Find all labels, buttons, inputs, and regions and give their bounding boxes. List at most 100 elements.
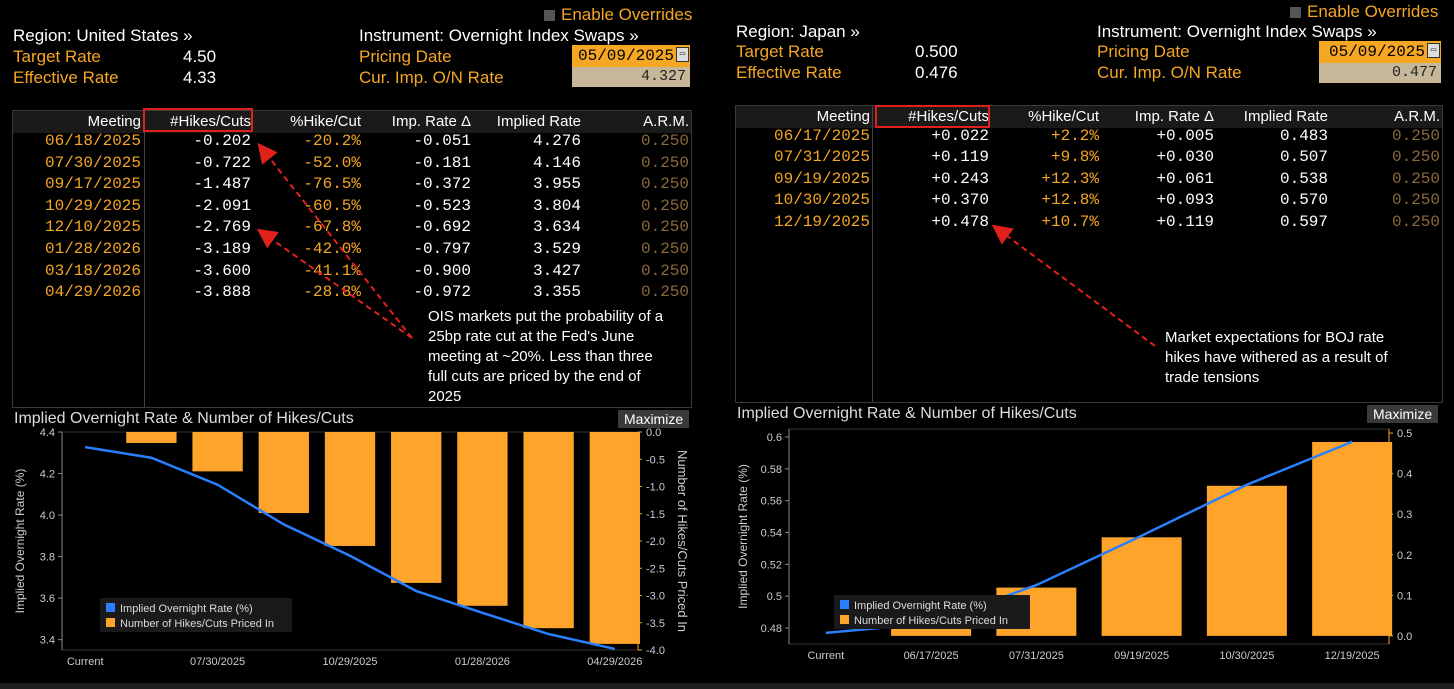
row-implied-rate: 4.146: [532, 153, 581, 172]
highlight-box: [875, 105, 990, 128]
jp-chart: 0.48 0.5 0.52 0.54 0.56 0.58 0.6 0.0 0.1 0.2 0.3 0.…: [736, 428, 1412, 662]
legend-label-bar: Number of Hikes/Cuts Priced In: [120, 618, 274, 630]
left-tick-label: 0.6: [767, 432, 782, 444]
maximize-button[interactable]: Maximize: [618, 410, 690, 428]
row-hikes-cuts: -1.487: [193, 175, 251, 194]
pricing-date-input[interactable]: 05/09/2025 ▭: [1319, 41, 1441, 63]
row-hikes-cuts: +0.119: [931, 148, 989, 167]
col-arm[interactable]: A.R.M.: [643, 113, 689, 130]
right-tick-label: 0.3: [1397, 509, 1412, 521]
legend: Implied Overnight Rate (%) Number of Hike…: [100, 598, 292, 632]
row-arm: 0.250: [640, 240, 689, 258]
row-pct-hike-cut: -42.0%: [303, 240, 361, 258]
effective-rate-value: 0.476: [915, 63, 958, 82]
instrument-selector[interactable]: Instrument: Overnight Index Swaps »: [1097, 22, 1377, 41]
row-imp-rate-delta: +0.119: [1156, 212, 1214, 231]
col-meeting[interactable]: Meeting: [816, 108, 870, 125]
col-imp-rate-delta[interactable]: Imp. Rate Δ: [1134, 108, 1214, 125]
col-implied-rate[interactable]: Implied Rate: [1243, 108, 1328, 125]
target-rate-value: 0.500: [915, 42, 958, 61]
y-right-axis-title: Number of Hikes/Cuts Priced In: [675, 450, 690, 632]
region-selector[interactable]: Region: Japan »: [736, 22, 860, 41]
right-tick-label: 0.0: [1397, 631, 1412, 643]
region-selector[interactable]: Region: United States »: [13, 26, 193, 45]
chart-title: Implied Overnight Rate & Number of Hikes…: [737, 405, 1077, 422]
row-imp-rate-delta: -0.523: [413, 196, 471, 215]
legend-swatch-bar: [106, 618, 115, 627]
right-tick-label: -3.5: [646, 618, 665, 630]
row-meeting: 01/28/2026: [44, 240, 141, 258]
legend-label-line: Implied Overnight Rate (%): [120, 603, 253, 615]
row-meeting: 10/29/2025: [44, 196, 141, 215]
col-pct-hike-cut[interactable]: %Hike/Cut: [1028, 108, 1099, 125]
legend-swatch-bar: [840, 615, 849, 624]
row-hikes-cuts: -3.888: [193, 283, 251, 302]
row-implied-rate: 0.570: [1279, 191, 1328, 210]
bottom-bar: [727, 683, 1454, 689]
right-tick-label: -1.5: [646, 509, 665, 521]
table-header: Meeting #Hikes/Cuts %Hike/Cut Imp. Rate …: [736, 106, 1442, 128]
x-tick-label: 01/28/2026: [455, 656, 510, 668]
row-arm: 0.250: [1391, 191, 1440, 210]
enable-overrides-toggle[interactable]: Enable Overrides: [1290, 2, 1438, 22]
bar-03-18-2026: [523, 432, 574, 629]
left-tick-label: 3.8: [40, 552, 55, 564]
maximize-button[interactable]: Maximize: [1367, 405, 1439, 423]
enable-overrides-toggle[interactable]: Enable Overrides: [544, 5, 692, 25]
left-tick-label: 0.48: [761, 623, 782, 635]
row-pct-hike-cut: -20.2%: [303, 132, 361, 150]
checkbox-icon[interactable]: [544, 10, 555, 21]
effective-rate-label: Effective Rate: [13, 68, 119, 87]
instrument-selector[interactable]: Instrument: Overnight Index Swaps »: [359, 26, 639, 45]
y-axis-title: Implied Overnight Rate (%): [736, 464, 750, 609]
bar-07-30-2025: [192, 432, 243, 472]
row-meeting: 06/18/2025: [44, 132, 141, 150]
checkbox-icon[interactable]: [1290, 7, 1301, 18]
annotation-text: OIS markets put the probability of a 25b…: [428, 308, 664, 405]
pricing-date-label: Pricing Date: [1097, 42, 1190, 61]
row-hikes-cuts: -3.189: [193, 240, 251, 258]
col-pct-hike-cut[interactable]: %Hike/Cut: [290, 113, 361, 130]
row-arm: 0.250: [640, 153, 689, 172]
legend-swatch-line: [106, 603, 115, 612]
left-tick-label: 4.2: [40, 469, 55, 481]
jp-panel: Enable Overrides Region: Japan » Instrum…: [727, 0, 1454, 689]
col-imp-rate-delta[interactable]: Imp. Rate Δ: [391, 113, 471, 130]
left-tick-label: 4.4: [40, 428, 55, 439]
col-hikes-cuts[interactable]: #Hikes/Cuts: [908, 108, 989, 125]
us-panel: Enable Overrides Region: United States »…: [0, 5, 727, 689]
col-implied-rate[interactable]: Implied Rate: [496, 113, 581, 130]
right-tick-label: 0.2: [1397, 550, 1412, 562]
row-pct-hike-cut: -60.5%: [303, 196, 361, 215]
row-implied-rate: 3.804: [532, 196, 581, 215]
left-tick-label: 0.54: [761, 528, 782, 540]
right-tick-label: -2.0: [646, 536, 665, 548]
column-divider: [872, 106, 873, 402]
row-arm: 0.250: [1391, 169, 1440, 188]
col-meeting[interactable]: Meeting: [87, 113, 141, 130]
right-tick-label: -0.5: [646, 454, 665, 466]
cur-imp-rate-field[interactable]: 4.327: [572, 67, 690, 87]
row-meeting: 06/17/2025: [773, 127, 870, 145]
legend-box: [100, 598, 292, 632]
x-tick-label: 07/31/2025: [1009, 650, 1064, 662]
row-meeting: 07/30/2025: [44, 153, 141, 172]
row-pct-hike-cut: -52.0%: [303, 153, 361, 172]
row-arm: 0.250: [640, 218, 689, 237]
col-arm[interactable]: A.R.M.: [1394, 108, 1440, 125]
left-tick-label: 0.56: [761, 496, 782, 508]
row-imp-rate-delta: -0.372: [413, 175, 471, 194]
bar-12-19-2025: [1312, 441, 1393, 636]
row-meeting: 09/17/2025: [44, 175, 141, 194]
calendar-icon[interactable]: ▭: [676, 47, 689, 62]
calendar-icon[interactable]: ▭: [1427, 43, 1440, 58]
right-tick-label: 0.5: [1397, 428, 1412, 440]
effective-rate-label: Effective Rate: [736, 63, 842, 82]
row-meeting: 12/10/2025: [44, 218, 141, 237]
right-tick-label: 0.0: [646, 428, 661, 439]
cur-imp-rate-field[interactable]: 0.477: [1319, 63, 1441, 83]
pricing-date-input[interactable]: 05/09/2025 ▭: [572, 45, 690, 67]
cur-imp-rate-label: Cur. Imp. O/N Rate: [359, 68, 504, 87]
col-hikes-cuts[interactable]: #Hikes/Cuts: [170, 113, 251, 130]
target-rate-value: 4.50: [183, 47, 217, 66]
